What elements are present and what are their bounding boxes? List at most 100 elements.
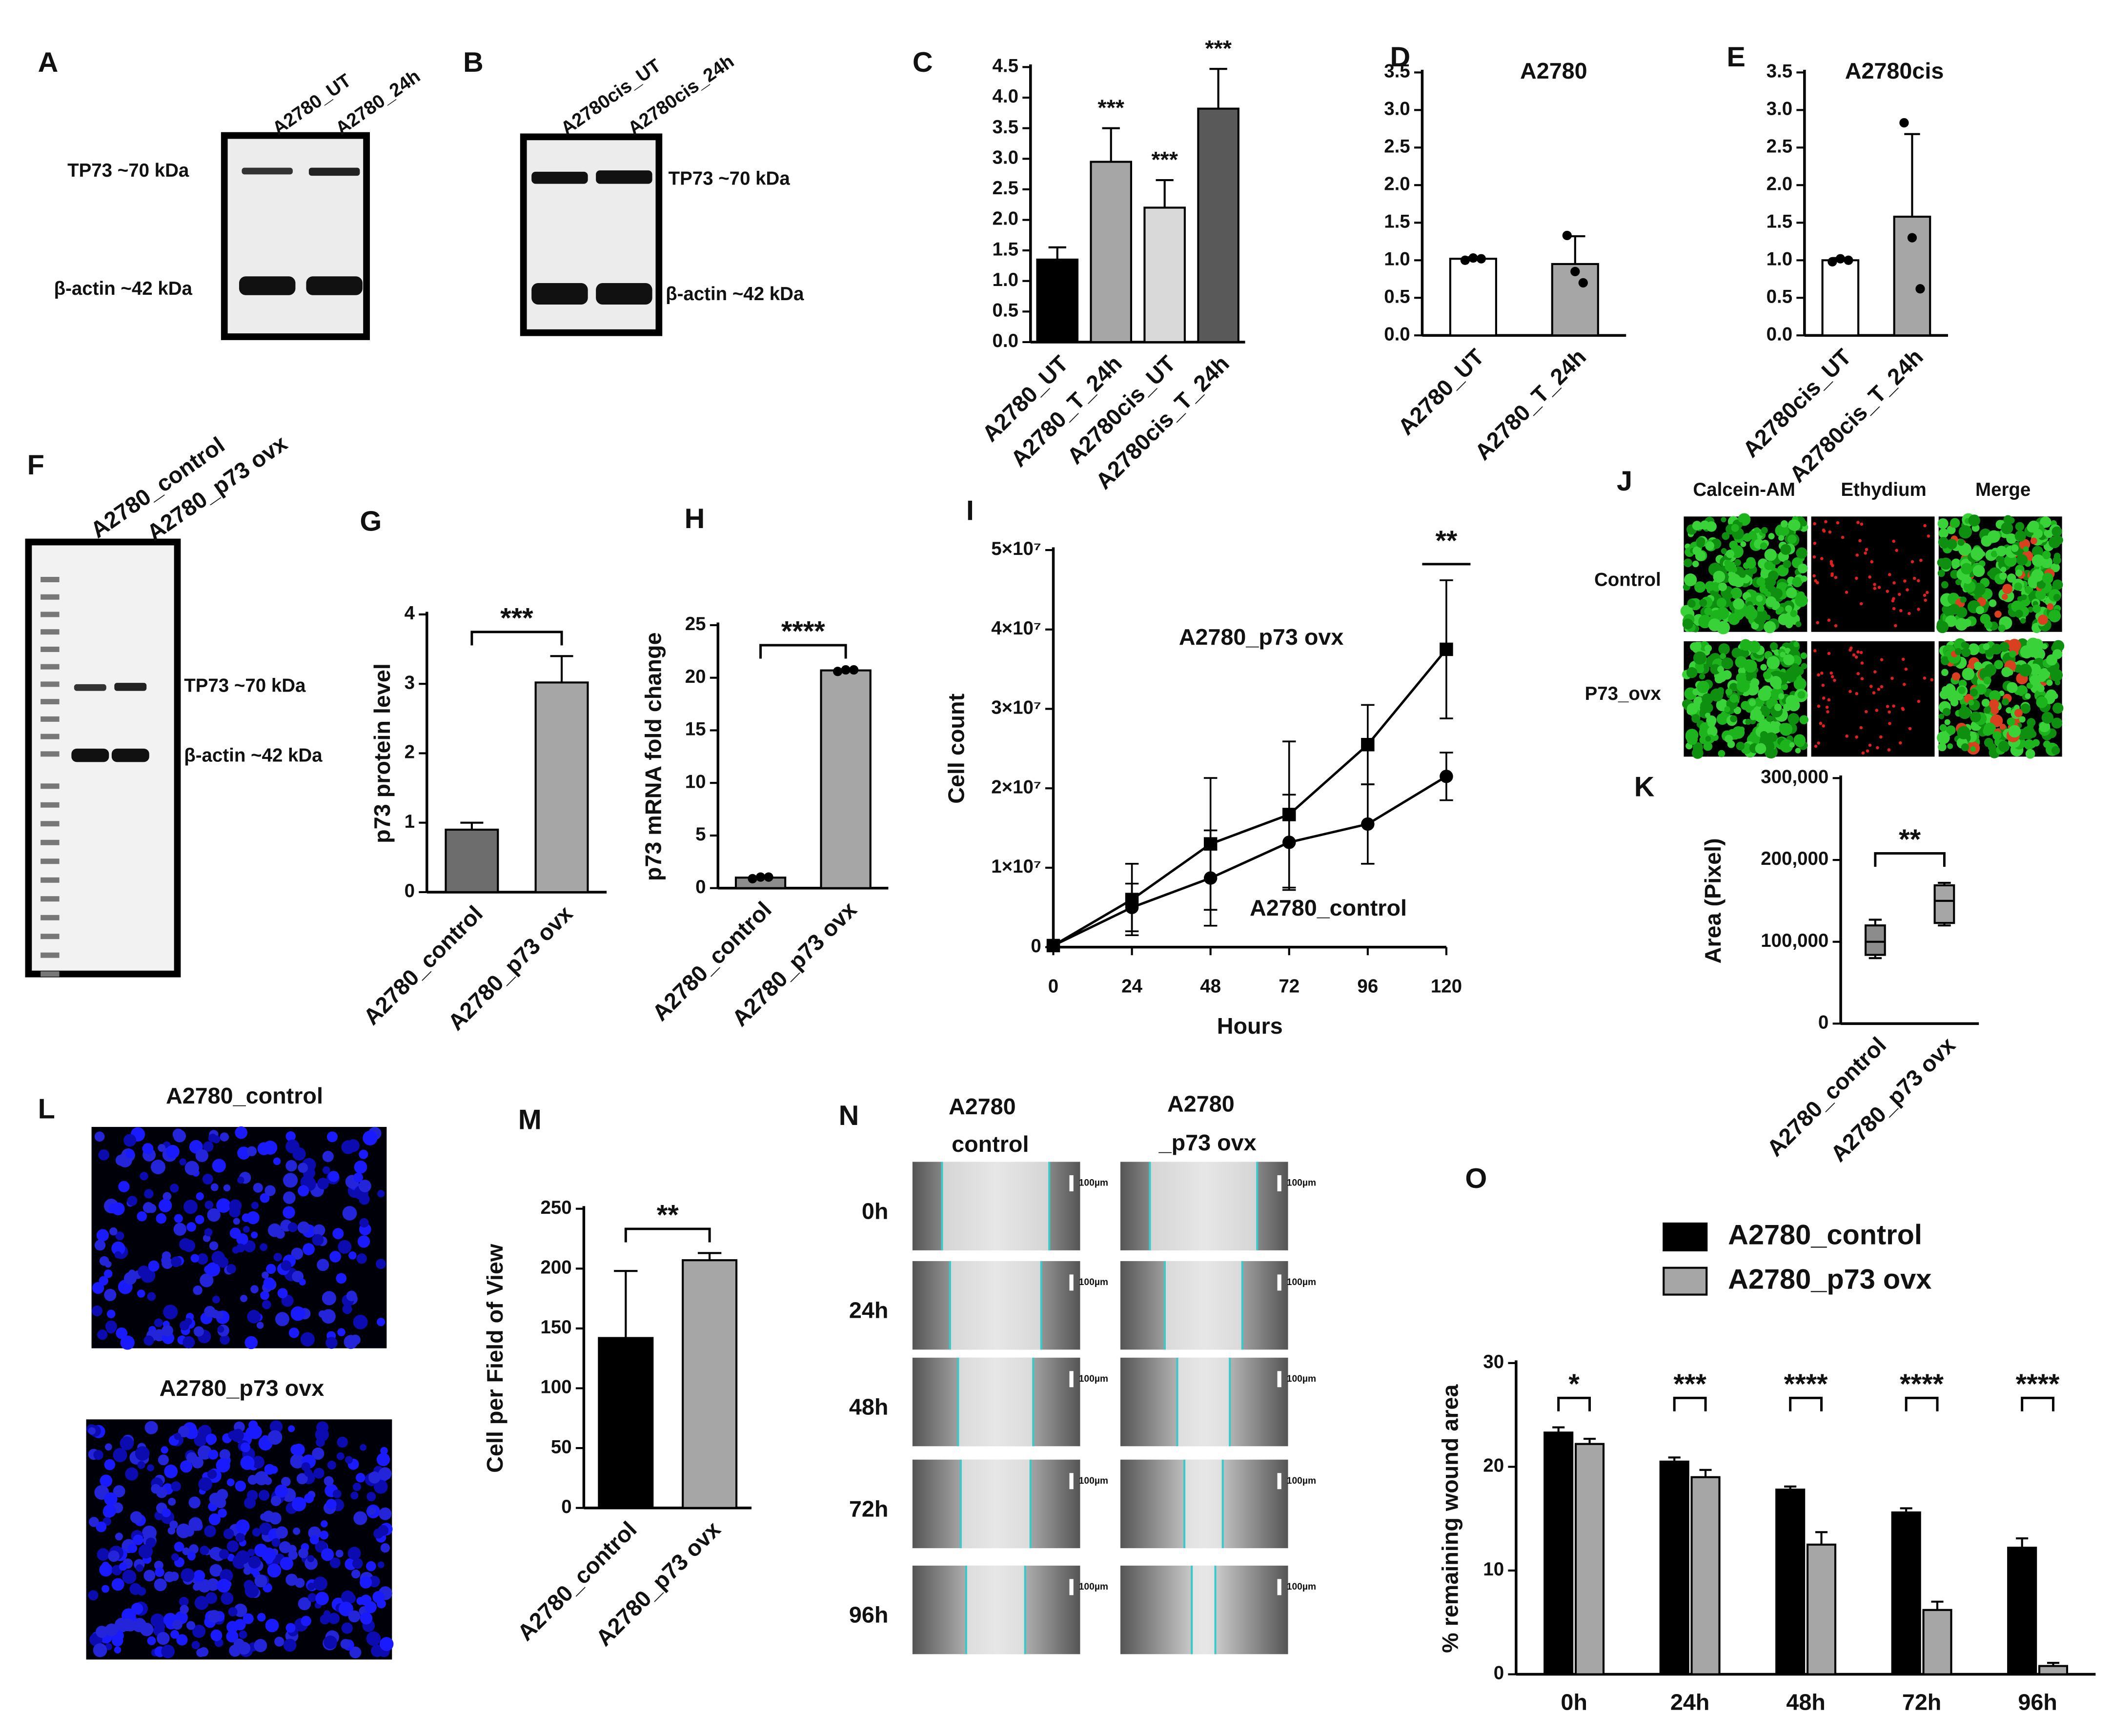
nucleus <box>356 1472 366 1483</box>
cell <box>2008 725 2021 738</box>
cell <box>1825 705 1829 709</box>
nucleus <box>283 1173 298 1188</box>
nucleus <box>240 1455 255 1470</box>
cell <box>2027 722 2034 730</box>
cell <box>1705 713 1711 718</box>
cell <box>1726 550 1735 558</box>
nucleus <box>216 1458 230 1473</box>
nucleus <box>283 1638 297 1652</box>
y-tick-label: 2 <box>405 742 415 763</box>
cell <box>2002 593 2008 600</box>
significance-bracket <box>1673 1396 1707 1411</box>
bar <box>1775 1489 1806 1675</box>
nucleus <box>204 1201 214 1209</box>
nucleus <box>307 1582 315 1591</box>
bar <box>1036 258 1079 344</box>
nucleus <box>287 1222 298 1232</box>
nucleus <box>183 1200 198 1214</box>
cell <box>1873 587 1877 590</box>
marker <box>1361 817 1375 831</box>
bar <box>682 1259 738 1509</box>
nucleus <box>342 1304 352 1314</box>
cell <box>1886 590 1889 593</box>
band-label: β-actin ~42 kDa <box>666 284 804 305</box>
cell <box>1829 562 1833 566</box>
nucleus <box>329 1557 341 1569</box>
nucleus <box>188 1496 201 1509</box>
nucleus <box>261 1435 270 1445</box>
cell <box>1726 593 1733 599</box>
band <box>596 283 652 305</box>
y-tick-label: 250 <box>540 1197 571 1218</box>
nucleus <box>260 1193 270 1203</box>
cell <box>1937 518 1949 529</box>
nucleus <box>184 1527 194 1537</box>
cell <box>2033 529 2043 538</box>
ladder-band <box>41 839 60 845</box>
cell <box>1801 520 1807 527</box>
y-tick-label: 4×10⁷ <box>991 618 1041 639</box>
nucleus <box>274 1484 288 1498</box>
nucleus <box>161 1446 168 1454</box>
scale-label: 100µm <box>1079 1277 1108 1287</box>
nucleus <box>235 1480 246 1492</box>
nucleus <box>357 1235 370 1248</box>
micrograph <box>1811 516 1935 632</box>
cell <box>1705 541 1715 551</box>
cell <box>1960 596 1967 603</box>
data-point <box>833 667 843 676</box>
wound <box>942 1162 1050 1250</box>
cell <box>1872 691 1876 694</box>
cell <box>2007 573 2016 583</box>
cell <box>1817 673 1820 677</box>
cell <box>1750 533 1758 541</box>
cell <box>1716 713 1728 725</box>
nucleus <box>171 1481 181 1491</box>
cell <box>1741 701 1750 710</box>
wound <box>960 1459 1031 1549</box>
band <box>242 167 293 175</box>
panel-label: M <box>518 1104 542 1135</box>
cell <box>1725 688 1733 695</box>
cell <box>1858 539 1862 543</box>
nucleus <box>360 1576 372 1589</box>
x-tick-label: 96h <box>2018 1689 2057 1715</box>
y-tick-label: 1.0 <box>1384 248 1410 269</box>
cell <box>1822 724 1825 728</box>
panel-label: J <box>1617 466 1632 497</box>
panel-label: O <box>1465 1163 1487 1194</box>
nucleus <box>212 1135 221 1144</box>
cell <box>1722 532 1730 540</box>
nucleus <box>200 1273 214 1287</box>
scale-label: 100µm <box>1079 1374 1108 1384</box>
nucleus <box>265 1555 273 1564</box>
nucleus <box>173 1129 186 1143</box>
nucleus <box>235 1532 245 1543</box>
cell <box>1733 598 1745 610</box>
cell <box>1786 587 1797 598</box>
cell <box>1938 714 1945 719</box>
y-tick-label: 200,000 <box>1761 848 1828 869</box>
nucleus <box>147 1636 156 1645</box>
cell <box>1795 737 1805 747</box>
y-tick-label: 1.5 <box>1384 211 1410 232</box>
y-axis-label: p73 protein level <box>369 663 395 843</box>
annotation: *** <box>1097 95 1124 121</box>
cell <box>1697 680 1709 694</box>
nucleus <box>346 1290 357 1302</box>
cell <box>2024 739 2034 750</box>
y-tick-label: 2.0 <box>1767 174 1792 195</box>
nucleus <box>162 1257 173 1269</box>
cell <box>1785 605 1792 613</box>
cell <box>1686 667 1698 678</box>
cell <box>1910 560 1914 564</box>
nucleus <box>235 1519 250 1534</box>
nucleus <box>173 1223 187 1236</box>
data-point <box>1460 255 1470 265</box>
cell <box>1813 522 1816 526</box>
nucleus <box>293 1527 301 1535</box>
cell <box>1946 725 1956 735</box>
nucleus <box>120 1335 135 1350</box>
cell <box>1758 687 1771 701</box>
nucleus <box>191 1641 200 1650</box>
